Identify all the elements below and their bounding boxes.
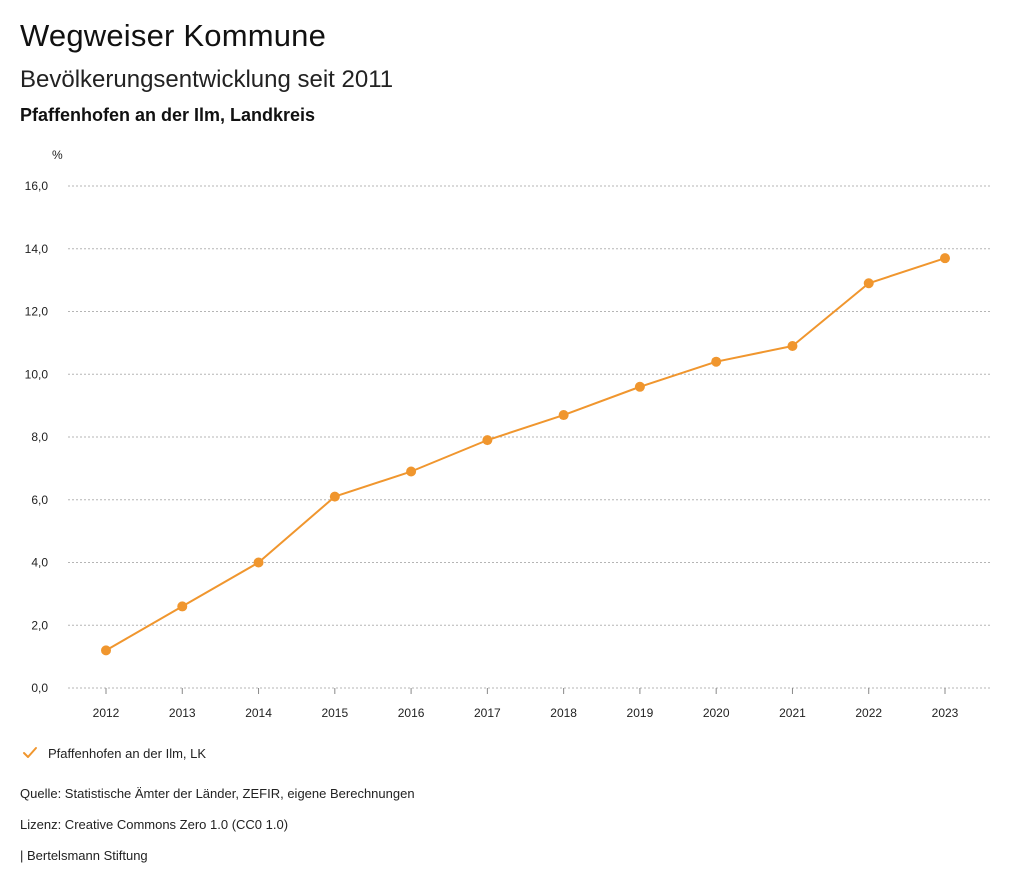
- check-icon: [23, 747, 37, 758]
- region-name: Pfaffenhofen an der Ilm, Landkreis: [20, 105, 316, 125]
- y-tick-label: 4,0: [31, 556, 48, 570]
- y-tick-label: 12,0: [25, 305, 49, 319]
- x-tick-label: 2016: [398, 706, 425, 720]
- y-tick-label: 2,0: [31, 618, 48, 632]
- x-tick-label: 2019: [627, 706, 654, 720]
- y-axis-unit-label: %: [52, 148, 63, 162]
- data-point[interactable]: 2018: 8,7 %: [558, 410, 569, 421]
- y-tick-label: 14,0: [25, 242, 49, 256]
- publisher-note: | Bertelsmann Stiftung: [20, 848, 148, 863]
- data-point[interactable]: 2023: 13,7 %: [940, 253, 950, 264]
- data-point[interactable]: 2016: 6,9 %: [406, 466, 417, 477]
- line-chart: % 0,02,04,06,08,010,012,014,016,0 2012 20…: [25, 148, 990, 720]
- license-note: Lizenz: Creative Commons Zero 1.0 (CC0 1…: [20, 817, 289, 832]
- y-tick-label: 0,0: [31, 681, 48, 695]
- data-point[interactable]: 2021: 10,9 %: [787, 341, 798, 352]
- x-axis-ticks: 2012 2013 2014 2015 2016 2017 2018 2019 2020 2021…: [93, 688, 959, 720]
- x-tick-label: 2022: [855, 706, 882, 720]
- data-point[interactable]: 2022: 12,9 %: [863, 278, 874, 289]
- x-tick-label: 2014: [245, 706, 272, 720]
- data-point[interactable]: 2017: 7,9 %: [482, 435, 493, 446]
- legend-label: Pfaffenhofen an der Ilm, LK: [48, 745, 207, 761]
- source-note: Quelle: Statistische Ämter der Länder, Z…: [20, 786, 415, 801]
- data-point[interactable]: 2013: 2,6 %: [177, 601, 188, 612]
- y-tick-label: 8,0: [31, 430, 48, 444]
- y-tick-label: 16,0: [25, 179, 49, 193]
- series-group: 2012: 1,2 % 2013: 2,6 % 2014: 4 % 2015: 6,1…: [101, 253, 950, 656]
- grid-lines: [68, 185, 990, 689]
- x-tick-label: 2023: [932, 706, 959, 720]
- data-point[interactable]: 2012: 1,2 %: [101, 645, 111, 656]
- x-tick-label: 2021: [779, 706, 806, 720]
- x-tick-label: 2018: [550, 706, 577, 720]
- data-point[interactable]: 2020: 10,4 %: [711, 356, 722, 367]
- legend-item[interactable]: Pfaffenhofen an der Ilm, LK: [22, 745, 206, 761]
- series-line: [105, 257, 946, 652]
- y-tick-label: 10,0: [25, 367, 49, 381]
- chart-subtitle: Bevölkerungsentwicklung seit 2011: [20, 66, 394, 93]
- page-title: Wegweiser Kommune: [20, 18, 327, 53]
- y-axis-ticks: 0,0 2,0 4,0 6,0 8,0 10,0 12,0 14,0 16,0: [25, 179, 49, 695]
- y-tick-label: 6,0: [31, 493, 48, 507]
- data-point[interactable]: 2015: 6,1 %: [329, 491, 340, 502]
- x-tick-label: 2012: [93, 706, 120, 720]
- x-tick-label: 2017: [474, 706, 501, 720]
- x-tick-label: 2013: [169, 706, 196, 720]
- x-tick-label: 2020: [703, 706, 730, 720]
- data-point[interactable]: 2019: 9,6 %: [634, 381, 645, 392]
- data-point[interactable]: 2014: 4 %: [253, 557, 264, 568]
- x-tick-label: 2015: [321, 706, 348, 720]
